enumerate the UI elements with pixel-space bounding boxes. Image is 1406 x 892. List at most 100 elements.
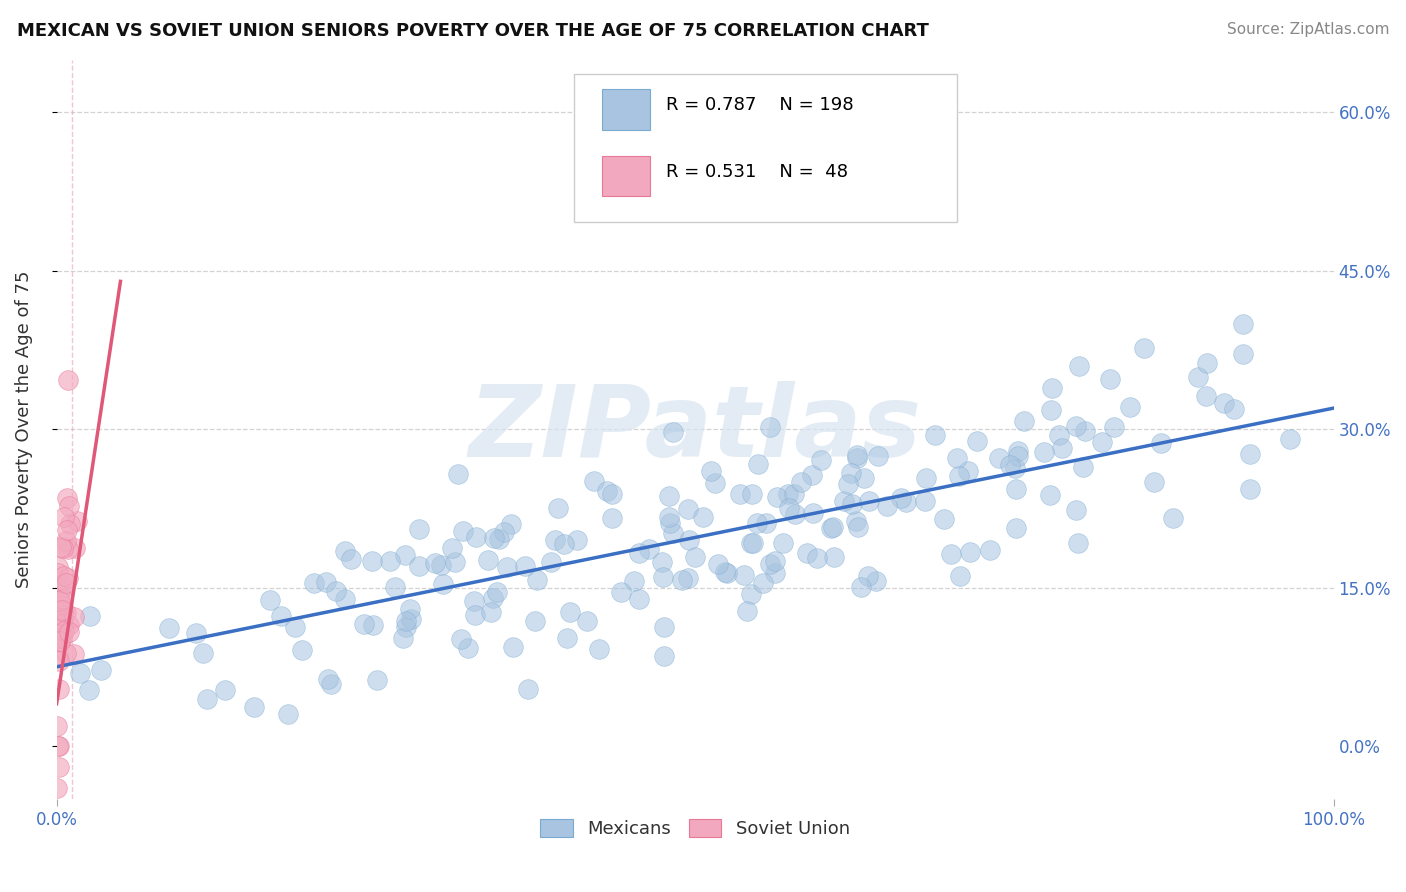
Legend: Mexicans, Soviet Union: Mexicans, Soviet Union	[533, 812, 858, 846]
Soviet Union	[46, 648, 69, 662]
Mexicans	[841, 496, 863, 510]
Mexicans	[1278, 432, 1301, 446]
Mexicans	[652, 649, 675, 664]
Mexicans	[806, 550, 828, 565]
Bar	[602, 89, 651, 130]
Soviet Union	[48, 654, 70, 668]
Mexicans	[575, 614, 598, 628]
Soviet Union	[63, 541, 86, 555]
Mexicans	[683, 549, 706, 564]
Soviet Union	[66, 514, 89, 528]
Soviet Union	[46, 718, 69, 732]
Soviet Union	[55, 491, 77, 506]
Mexicans	[823, 550, 845, 565]
Soviet Union	[58, 542, 80, 557]
Mexicans	[846, 448, 869, 462]
Mexicans	[340, 552, 363, 566]
Mexicans	[988, 450, 1011, 465]
Mexicans	[846, 451, 869, 466]
Soviet Union	[51, 599, 73, 613]
Mexicans	[1004, 460, 1026, 475]
Mexicans	[465, 531, 488, 545]
Soviet Union	[52, 592, 75, 607]
Mexicans	[658, 489, 681, 503]
Mexicans	[361, 617, 384, 632]
Mexicans	[555, 631, 578, 645]
Mexicans	[1050, 442, 1073, 456]
Mexicans	[652, 570, 675, 584]
Mexicans	[408, 523, 430, 537]
Soviet Union	[58, 625, 80, 640]
Soviet Union	[46, 781, 69, 796]
Soviet Union	[48, 560, 70, 574]
Mexicans	[214, 683, 236, 698]
Mexicans	[1067, 536, 1090, 550]
Mexicans	[284, 620, 307, 634]
Mexicans	[302, 575, 325, 590]
Mexicans	[157, 621, 180, 635]
Mexicans	[464, 607, 486, 622]
Soviet Union	[51, 626, 73, 640]
Mexicans	[558, 606, 581, 620]
Mexicans	[692, 509, 714, 524]
Mexicans	[759, 420, 782, 434]
Mexicans	[783, 486, 806, 500]
Mexicans	[735, 604, 758, 618]
Mexicans	[1213, 396, 1236, 410]
Mexicans	[443, 555, 465, 569]
Mexicans	[658, 516, 681, 530]
Mexicans	[440, 541, 463, 555]
Mexicans	[678, 533, 700, 548]
Mexicans	[547, 500, 569, 515]
Mexicans	[846, 520, 869, 534]
Mexicans	[457, 640, 479, 655]
Mexicans	[730, 487, 752, 501]
Mexicans	[1239, 483, 1261, 497]
Mexicans	[450, 632, 472, 646]
Mexicans	[1047, 428, 1070, 442]
Soviet Union	[52, 541, 75, 556]
Mexicans	[588, 641, 610, 656]
Mexicans	[800, 468, 823, 483]
Mexicans	[319, 677, 342, 691]
Soviet Union	[51, 631, 73, 645]
Mexicans	[914, 494, 936, 508]
Soviet Union	[51, 603, 73, 617]
Mexicans	[1071, 459, 1094, 474]
Mexicans	[335, 544, 357, 558]
Mexicans	[1232, 317, 1254, 331]
Y-axis label: Seniors Poverty Over the Age of 75: Seniors Poverty Over the Age of 75	[15, 270, 32, 588]
Mexicans	[378, 554, 401, 568]
Mexicans	[1187, 370, 1209, 384]
Mexicans	[772, 536, 794, 550]
Soviet Union	[49, 595, 72, 609]
Mexicans	[384, 580, 406, 594]
Mexicans	[628, 592, 651, 607]
Soviet Union	[51, 541, 73, 555]
Mexicans	[890, 491, 912, 506]
Mexicans	[479, 605, 502, 619]
Mexicans	[853, 471, 876, 485]
Mexicans	[945, 451, 967, 466]
Mexicans	[1133, 341, 1156, 355]
Mexicans	[495, 560, 517, 574]
Soviet Union	[63, 648, 86, 662]
Mexicans	[399, 612, 422, 626]
Soviet Union	[48, 760, 70, 774]
Mexicans	[790, 475, 813, 489]
Mexicans	[865, 574, 887, 589]
Mexicans	[876, 500, 898, 514]
Mexicans	[628, 546, 651, 560]
Mexicans	[866, 450, 889, 464]
Mexicans	[740, 536, 762, 550]
Soviet Union	[48, 739, 70, 753]
Mexicans	[477, 553, 499, 567]
Mexicans	[742, 536, 765, 550]
Mexicans	[704, 475, 727, 490]
Mexicans	[924, 427, 946, 442]
Mexicans	[325, 584, 347, 599]
Mexicans	[745, 516, 768, 530]
Mexicans	[399, 602, 422, 616]
Mexicans	[1067, 359, 1090, 373]
Mexicans	[858, 494, 880, 508]
